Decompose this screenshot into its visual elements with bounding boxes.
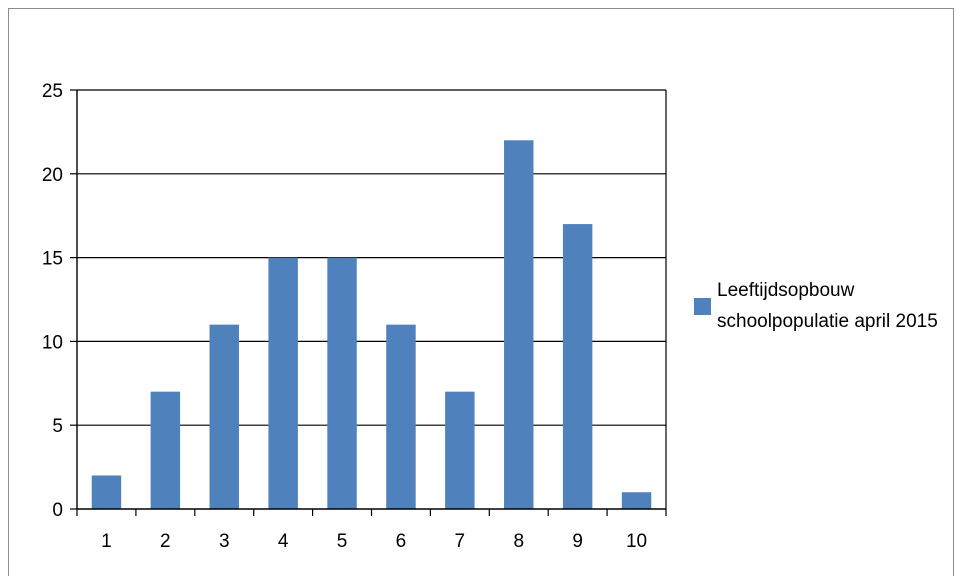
bar-4: [268, 257, 298, 509]
y-tick-label-10: 10: [42, 332, 63, 353]
bar-2: [150, 391, 181, 509]
y-tick-label-0: 0: [52, 500, 63, 521]
x-tick-label-6: 6: [396, 531, 407, 552]
legend-label: Leeftijdsopbouw schoolpopulatie april 20…: [717, 280, 938, 332]
x-tick-label-3: 3: [219, 531, 230, 552]
x-tick-label-5: 5: [337, 531, 348, 552]
y-tick-label-20: 20: [42, 165, 63, 186]
y-tick-label-5: 5: [52, 416, 63, 437]
x-tick-label-4: 4: [278, 531, 289, 552]
bar-8: [504, 140, 534, 509]
x-tick-label-8: 8: [513, 531, 524, 552]
x-tick-label-10: 10: [626, 531, 647, 552]
bar-10: [621, 492, 652, 509]
bar-9: [562, 224, 593, 509]
bar-6: [386, 324, 416, 509]
bar-1: [91, 475, 122, 509]
x-tick-label-7: 7: [455, 531, 466, 552]
x-tick-label-2: 2: [160, 531, 171, 552]
bar-3: [209, 324, 239, 509]
y-tick-label-15: 15: [42, 249, 63, 270]
legend-swatch: [694, 297, 711, 315]
bar-5: [327, 257, 357, 509]
x-tick-label-1: 1: [101, 531, 112, 552]
x-tick-label-9: 9: [572, 531, 583, 552]
bar-7: [445, 391, 475, 509]
legend: Leeftijdsopbouw schoolpopulatie april 20…: [694, 275, 944, 337]
y-tick-label-25: 25: [42, 81, 63, 102]
